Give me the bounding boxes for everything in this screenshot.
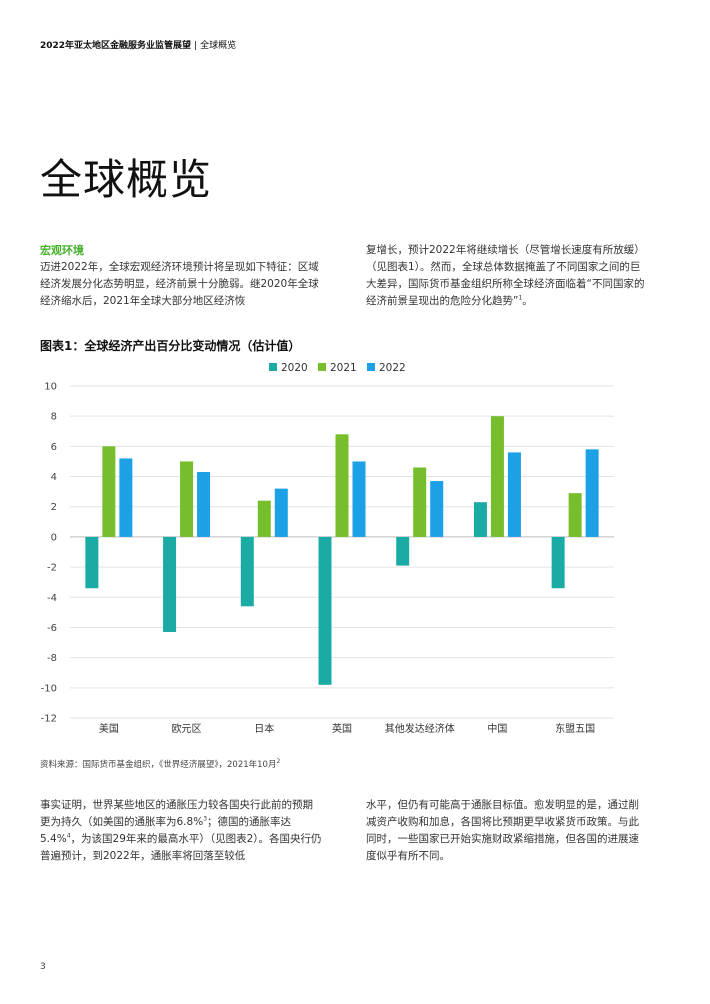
bar-2022 bbox=[197, 472, 211, 537]
y-tick-label: -12 bbox=[41, 714, 57, 725]
body-left-p3: ，为该国29年来的最高水平）（见图表2）。各国央行仍普遍预计，到2022年，通胀… bbox=[40, 833, 322, 862]
legend-label: 2022 bbox=[379, 362, 406, 374]
bar-2022 bbox=[507, 452, 521, 537]
y-tick-label: -6 bbox=[47, 623, 57, 634]
y-tick-label: 10 bbox=[44, 382, 57, 393]
y-tick-label: 8 bbox=[51, 412, 57, 423]
intro-right-column: 复增长，预计2022年将继续增长（尽管增长速度有所放缓）（见图表1）。然而，全球… bbox=[366, 242, 648, 310]
bar-2020 bbox=[163, 536, 177, 632]
bar-2022 bbox=[352, 461, 366, 537]
bar-2020 bbox=[473, 502, 487, 537]
bar-2022 bbox=[119, 458, 133, 537]
intro-right-text: 复增长，预计2022年将继续增长（尽管增长速度有所放缓）（见图表1）。然而，全球… bbox=[366, 244, 645, 307]
body-left-column: 事实证明，世界某些地区的通胀压力较各国央行此前的预期更为持久（如美国的通胀率为6… bbox=[40, 797, 322, 865]
y-tick-label: -4 bbox=[47, 593, 57, 604]
bar-2020 bbox=[240, 536, 254, 607]
body-left-p2: ；德国的通胀率达5.4% bbox=[40, 816, 292, 845]
header-section: 全球概览 bbox=[200, 41, 237, 51]
bar-2020 bbox=[396, 536, 410, 566]
bar-2021 bbox=[413, 467, 427, 537]
body-left-p1: 事实证明，世界某些地区的通胀压力较各国央行此前的预期更为持久（如美国的通胀率为6… bbox=[40, 799, 313, 828]
y-tick-label: -2 bbox=[47, 563, 57, 574]
legend-swatch-2021 bbox=[318, 363, 326, 371]
bar-2022 bbox=[274, 488, 288, 537]
legend-swatch-2020 bbox=[269, 363, 277, 371]
bar-2022 bbox=[430, 481, 444, 537]
header-separator: | bbox=[194, 41, 198, 51]
y-tick-label: -10 bbox=[41, 683, 57, 694]
section-heading: 宏观环境 bbox=[40, 244, 84, 257]
report-title: 2022年亚太地区金融服务业监管展望 bbox=[40, 41, 192, 51]
y-tick-label: -8 bbox=[47, 653, 57, 664]
footnote-ref-2: 2 bbox=[276, 758, 281, 766]
chart-title: 图表1：全球经济产出百分比变动情况（估计值） bbox=[40, 339, 301, 353]
source-text: 资料来源：国际货币基金组织，《世界经济展望》，2021年10月 bbox=[40, 760, 277, 770]
x-tick-label: 日本 bbox=[254, 722, 274, 735]
intro-left-column: 宏观环境 迈进2022年，全球宏观经济环境预计将呈现如下特征：区域经济发展分化态… bbox=[40, 242, 322, 310]
x-tick-label: 英国 bbox=[332, 722, 352, 735]
bar-2021 bbox=[568, 493, 582, 537]
legend-swatch-2022 bbox=[367, 363, 375, 371]
page-number: 3 bbox=[40, 962, 46, 972]
footnote-ref-1: 1 bbox=[518, 294, 523, 302]
bar-2020 bbox=[318, 536, 332, 685]
legend-label: 2020 bbox=[281, 362, 308, 374]
y-tick-label: 4 bbox=[51, 472, 57, 483]
chart-source: 资料来源：国际货币基金组织，《世界经济展望》，2021年10月2 bbox=[40, 758, 280, 770]
x-tick-label: 美国 bbox=[99, 722, 119, 735]
body-right-column: 水平，但仍有可能高于通胀目标值。愈发明显的是，通过削减资产收购和加息，各国将比预… bbox=[366, 799, 639, 862]
page-title: 全球概览 bbox=[40, 155, 213, 204]
legend-label: 2021 bbox=[330, 362, 357, 374]
x-tick-label: 中国 bbox=[487, 722, 507, 735]
bar-2021 bbox=[257, 500, 271, 537]
bar-2021 bbox=[490, 416, 504, 537]
x-tick-label: 其他发达经济体 bbox=[385, 722, 455, 735]
bar-2020 bbox=[551, 536, 565, 589]
bar-2021 bbox=[180, 461, 194, 537]
y-tick-label: 6 bbox=[51, 442, 57, 453]
bar-2022 bbox=[585, 449, 599, 537]
y-tick-label: 0 bbox=[51, 532, 57, 543]
bar-chart: 10 8 6 4 2 0 -2 -4 -6 -8 -10 -12 美国 欧元区 日本 英国 其他发达经济体 中国 东… bbox=[41, 362, 614, 735]
bar-2021 bbox=[102, 446, 116, 537]
bar-2021 bbox=[335, 434, 349, 537]
x-tick-label: 欧元区 bbox=[172, 723, 202, 735]
bar-2020 bbox=[85, 536, 99, 589]
footnote-ref-3: 3 bbox=[203, 815, 208, 823]
intro-right-end: 。 bbox=[522, 295, 533, 307]
intro-left-text: 迈进2022年，全球宏观经济环境预计将呈现如下特征：区域经济发展分化态势明显，经… bbox=[40, 261, 319, 307]
y-tick-label: 2 bbox=[51, 502, 57, 513]
x-tick-label: 东盟五国 bbox=[555, 722, 595, 735]
report-header: 2022年亚太地区金融服务业监管展望 | 全球概览 bbox=[40, 38, 236, 51]
footnote-ref-4: 4 bbox=[66, 832, 71, 840]
